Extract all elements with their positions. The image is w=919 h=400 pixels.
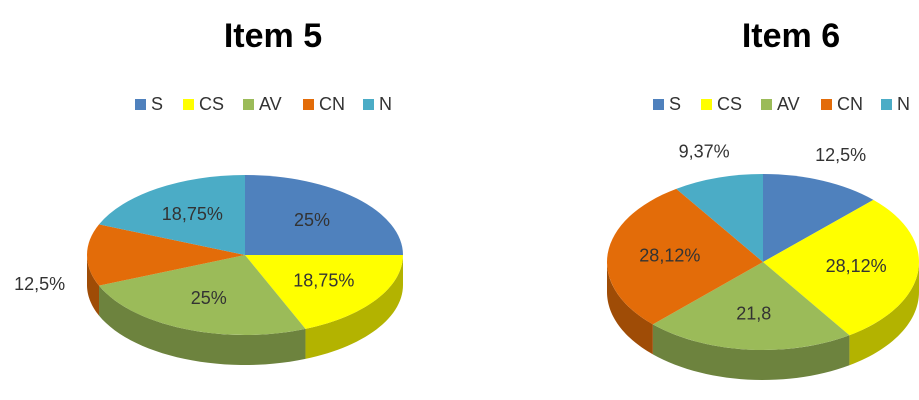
pie-side bbox=[607, 262, 653, 355]
data-label: 28,12% bbox=[826, 256, 887, 276]
legend-label: AV bbox=[259, 94, 282, 114]
pie-slice bbox=[606, 188, 763, 325]
data-label: 25% bbox=[294, 210, 330, 230]
pie-slice bbox=[99, 175, 245, 255]
data-label: 28,12% bbox=[639, 246, 700, 266]
pie-side bbox=[652, 324, 850, 380]
legend-swatch bbox=[761, 99, 772, 110]
pie-slice bbox=[763, 199, 919, 336]
pie-slice bbox=[245, 255, 403, 329]
legend-swatch bbox=[183, 99, 194, 110]
chart-title: Item 6 bbox=[742, 17, 840, 55]
legend-label: N bbox=[897, 94, 910, 114]
pie-side bbox=[305, 255, 403, 359]
pie-slice bbox=[87, 224, 245, 286]
legend-label: CS bbox=[199, 94, 224, 114]
legend-swatch bbox=[701, 99, 712, 110]
data-label: 12,5% bbox=[14, 274, 65, 294]
legend-label: CN bbox=[837, 94, 863, 114]
data-label: 9,37% bbox=[679, 141, 730, 161]
pie-slice bbox=[245, 175, 403, 255]
pie-side bbox=[87, 255, 100, 316]
legend-label: CS bbox=[717, 94, 742, 114]
pie-slice bbox=[676, 174, 763, 262]
data-label: 25% bbox=[191, 288, 227, 308]
chart-title: Item 5 bbox=[224, 17, 322, 55]
legend-swatch bbox=[303, 99, 314, 110]
data-label: 18,75% bbox=[162, 204, 223, 224]
data-label: 18,75% bbox=[293, 270, 354, 290]
pie-side bbox=[849, 262, 919, 366]
legend-label: CN bbox=[319, 94, 345, 114]
legend-swatch bbox=[135, 99, 146, 110]
data-label: 12,5% bbox=[815, 145, 866, 165]
legend-swatch bbox=[243, 99, 254, 110]
legend-label: AV bbox=[777, 94, 800, 114]
legend-label: S bbox=[669, 94, 681, 114]
legend-swatch bbox=[363, 99, 374, 110]
pie-slice bbox=[99, 255, 306, 336]
pie-side bbox=[99, 285, 306, 365]
legend-swatch bbox=[821, 99, 832, 110]
legend-swatch bbox=[881, 99, 892, 110]
pie-slice bbox=[652, 262, 850, 350]
legend-label: N bbox=[379, 94, 392, 114]
legend-label: S bbox=[151, 94, 163, 114]
data-label: 21,8 bbox=[736, 303, 771, 323]
pie-slice bbox=[763, 174, 874, 262]
legend-swatch bbox=[653, 99, 664, 110]
